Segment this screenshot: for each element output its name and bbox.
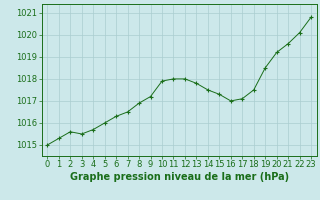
X-axis label: Graphe pression niveau de la mer (hPa): Graphe pression niveau de la mer (hPa) <box>70 172 289 182</box>
